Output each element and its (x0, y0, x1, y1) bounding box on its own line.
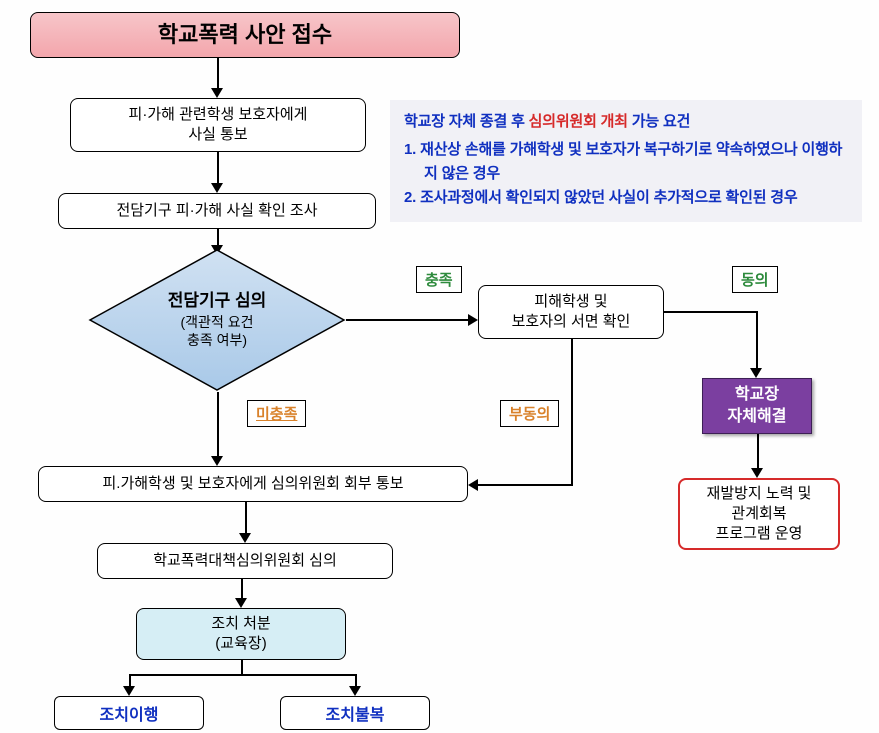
diamond-text: 전담기구 심의 (객관적 요건 충족 여부) (168, 290, 267, 351)
node-principal-resolve: 학교장 자체해결 (702, 378, 812, 434)
edge-diamond-confirm-head (468, 314, 478, 326)
info-item2-text: 조사과정에서 확인되지 않았던 사실이 추가적으로 확인된 경우 (420, 189, 797, 206)
label-not-satisfied: 미충족 (247, 400, 306, 427)
edge-confirm-agree-head (750, 368, 762, 378)
n4-text: 학교폭력대책심의위원회 심의 (153, 551, 337, 571)
info-item-1: 1. 재산상 손해를 가해학생 및 보호자가 복구하기로 약속하였으나 이행하지… (404, 138, 848, 186)
edge-disagree-h (478, 484, 573, 486)
info-item1-num: 1. (404, 141, 416, 158)
edge-diamond-n3-head (211, 456, 223, 466)
diamond-sub2: 충족 여부) (168, 331, 267, 350)
info-panel: 학교장 자체 종결 후 심의위원회 개최 가능 요건 1. 재산상 손해를 가해… (390, 100, 862, 222)
purple-line2: 자체해결 (728, 406, 787, 428)
edge-diamond-confirm (346, 319, 468, 321)
final1-text: 조치이행 (100, 701, 159, 725)
label-agree: 동의 (732, 266, 778, 293)
node-committee-review: 학교폭력대책심의위원회 심의 (97, 543, 393, 579)
node-written-confirm: 피해학생 및 보호자의 서면 확인 (478, 285, 664, 339)
node-appeal: 조치불복 (280, 696, 430, 730)
node-n1-line1: 피·가해 관련학생 보호자에게 (129, 105, 308, 125)
node-investigation: 전담기구 피·가해 사실 확인 조사 (58, 193, 376, 229)
node-prevention-program: 재발방지 노력 및 관계회복 프로그램 운영 (678, 478, 840, 550)
node-comply: 조치이행 (54, 696, 204, 730)
node-n2-text: 전담기구 피·가해 사실 확인 조사 (116, 201, 317, 221)
edge-n3-n4-head (239, 533, 251, 543)
label-disagree: 부동의 (500, 400, 559, 427)
n5-line2: (교육장) (215, 634, 266, 654)
confirm-line2: 보호자의 서면 확인 (512, 312, 631, 332)
edge-n1-n2 (217, 152, 219, 185)
prevent-line1: 재발방지 노력 및 (707, 484, 812, 504)
label-satisfied: 충족 (416, 266, 462, 293)
edge-start-n1 (217, 58, 219, 90)
edge-confirm-agree-h (664, 311, 756, 313)
edge-diamond-n3 (217, 392, 219, 456)
edge-n1-n2-head (211, 183, 223, 193)
edge-n4-n5-head (235, 598, 247, 608)
edge-split-left-head (123, 686, 135, 696)
node-start-text: 학교폭력 사안 접수 (158, 20, 332, 50)
edge-confirm-agree-v (756, 311, 758, 368)
node-referral-notice: 피.가해학생 및 보호자에게 심의위원회 회부 통보 (38, 466, 468, 502)
node-n1-line2: 사실 통보 (188, 125, 247, 145)
node-start: 학교폭력 사안 접수 (30, 12, 460, 58)
confirm-line1: 피해학생 및 (534, 292, 607, 312)
node-decision-diamond: 전담기구 심의 (객관적 요건 충족 여부) (88, 248, 346, 392)
edge-disagree-v (571, 339, 573, 484)
n5-line1: 조치 처분 (211, 614, 270, 634)
info-header-highlight: 심의위원회 개최 (529, 113, 628, 130)
info-item-2: 2. 조사과정에서 확인되지 않았던 사실이 추가적으로 확인된 경우 (404, 186, 848, 210)
diamond-title: 전담기구 심의 (168, 290, 267, 313)
purple-line1: 학교장 (728, 384, 787, 406)
node-disposition: 조치 처분 (교육장) (136, 608, 346, 660)
info-item1-text: 재산상 손해를 가해학생 및 보호자가 복구하기로 약속하였으나 이행하지 않은… (420, 141, 842, 182)
edge-n5-split-v (241, 660, 243, 674)
n3-text: 피.가해학생 및 보호자에게 심의위원회 회부 통보 (102, 474, 403, 494)
prevent-line3: 프로그램 운영 (716, 524, 803, 544)
edge-n4-n5 (241, 579, 243, 599)
edge-n3-n4 (245, 502, 247, 534)
node-notify-guardians: 피·가해 관련학생 보호자에게 사실 통보 (70, 98, 366, 152)
info-header: 학교장 자체 종결 후 심의위원회 개최 가능 요건 (404, 110, 848, 134)
edge-disagree-head (468, 479, 478, 491)
edge-purple-prevent (757, 434, 759, 468)
edge-start-n1-head (211, 88, 223, 98)
info-item2-num: 2. (404, 189, 416, 206)
edge-split-right-head (349, 686, 361, 696)
edge-purple-prevent-head (751, 468, 763, 478)
diamond-sub1: (객관적 요건 (168, 313, 267, 332)
info-header-suffix: 가능 요건 (628, 113, 690, 130)
prevent-line2: 관계회복 (731, 504, 786, 524)
info-header-prefix: 학교장 자체 종결 후 (404, 113, 529, 130)
edge-n5-split-h (129, 674, 357, 676)
final2-text: 조치불복 (326, 701, 385, 725)
